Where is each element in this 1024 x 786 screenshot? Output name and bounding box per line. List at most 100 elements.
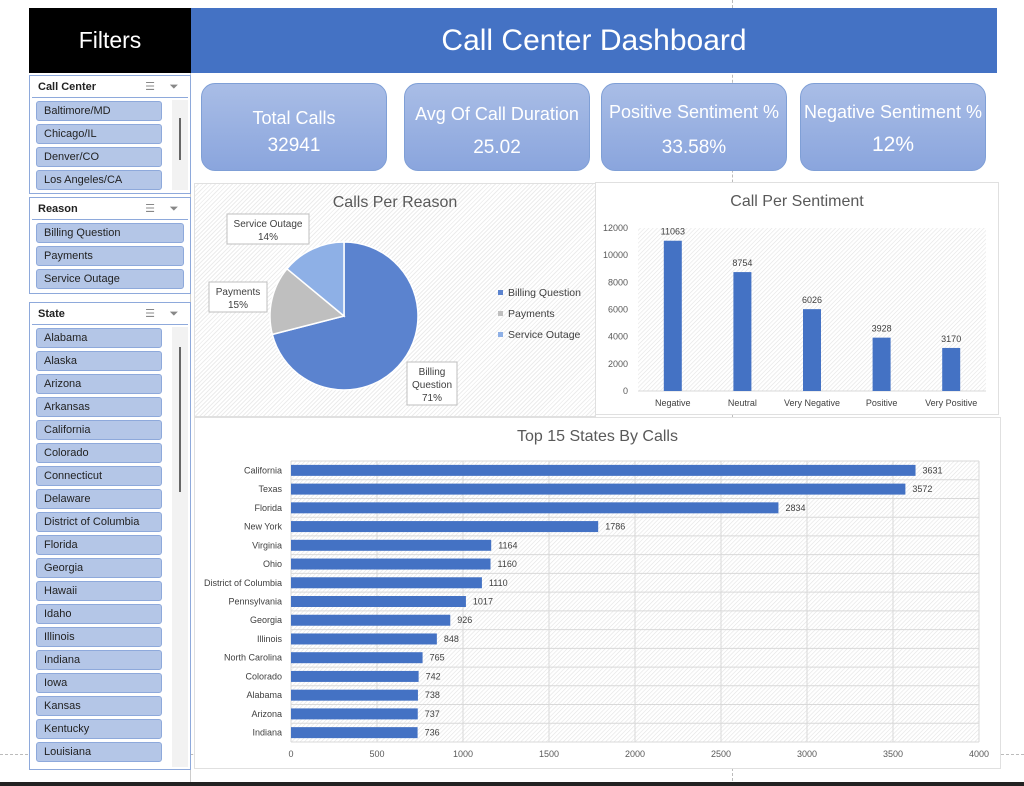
- bar: [291, 633, 437, 645]
- slicer-item[interactable]: Billing Question: [36, 223, 184, 243]
- x-tick-label: 4000: [969, 749, 989, 759]
- data-label: 3631: [923, 465, 943, 475]
- slicer-item[interactable]: Chicago/IL: [36, 124, 162, 144]
- slicer-item[interactable]: Hawaii: [36, 581, 162, 601]
- y-tick-label: Illinois: [257, 634, 283, 644]
- sentiment-svg: 0 2000 4000 6000 8000 10000 12000 11063 Negative…: [603, 223, 986, 408]
- bar: [942, 347, 961, 391]
- y-tick-label: Indiana: [252, 728, 282, 738]
- x-tick-label: 500: [369, 749, 384, 759]
- slicer-item[interactable]: Louisiana: [36, 742, 162, 762]
- bar: [291, 521, 599, 533]
- bar: [291, 727, 418, 739]
- data-label-box: [208, 281, 268, 313]
- scrollbar-thumb[interactable]: [179, 118, 181, 160]
- y-tick-label: Virginia: [252, 540, 282, 550]
- clear-filter-icon[interactable]: ⏷: [169, 202, 179, 215]
- bar: [291, 502, 779, 514]
- slicer-item[interactable]: Idaho: [36, 604, 162, 624]
- y-tick-label: 2000: [608, 359, 628, 369]
- data-label: Billing: [419, 367, 446, 378]
- kpi-value: 33.58%: [661, 137, 727, 158]
- data-label: 1786: [605, 522, 625, 532]
- slicer-list: Billing Question Payments Service Outage: [30, 220, 190, 292]
- x-tick-label: 3000: [797, 749, 817, 759]
- scrollbar-thumb[interactable]: [179, 347, 181, 492]
- slicer-item[interactable]: Delaware: [36, 489, 162, 509]
- data-label: 1017: [473, 597, 493, 607]
- slicer-title: State: [38, 307, 65, 320]
- data-label: 6026: [802, 295, 822, 305]
- slicer-item[interactable]: Kansas: [36, 696, 162, 716]
- slicer-item[interactable]: Colorado: [36, 443, 162, 463]
- bar: [291, 670, 419, 682]
- data-label: 737: [425, 709, 440, 719]
- multi-select-icon[interactable]: ☰: [145, 307, 155, 320]
- y-tick-label: Texas: [258, 484, 282, 494]
- slicer-item[interactable]: Baltimore/MD: [36, 101, 162, 121]
- bar: [291, 652, 423, 664]
- clear-filter-icon[interactable]: ⏷: [169, 307, 179, 320]
- y-tick-label: 4000: [608, 332, 628, 342]
- y-tick-label: 8000: [608, 277, 628, 287]
- bar: [291, 596, 466, 607]
- pie-slice: [269, 267, 346, 336]
- bar: [291, 483, 906, 495]
- clear-filter-icon[interactable]: ⏷: [169, 80, 179, 93]
- scrollbar[interactable]: [172, 327, 188, 767]
- slicer-item[interactable]: Illinois: [36, 627, 162, 647]
- multi-select-icon[interactable]: ☰: [145, 202, 155, 215]
- data-label: 736: [425, 728, 440, 738]
- slicer-item[interactable]: Service Outage: [36, 269, 184, 289]
- top-states-chart: Top 15 States By Calls 0 500 1000 1500 2000 2…: [194, 417, 1001, 769]
- call-center-slicer: Call Center ☰ ⏷ Baltimore/MD Chicago/IL De…: [29, 75, 191, 194]
- data-label: Service Outage: [234, 219, 303, 230]
- kpi-label: Avg Of Call Duration: [415, 104, 579, 124]
- slicer-item[interactable]: Arkansas: [36, 397, 162, 417]
- slicer-item[interactable]: Denver/CO: [36, 147, 162, 167]
- scrollbar[interactable]: [172, 100, 188, 190]
- slicer-item[interactable]: Kentucky: [36, 719, 162, 739]
- data-label: 765: [430, 653, 445, 663]
- slicer-item[interactable]: California: [36, 420, 162, 440]
- chart-title: Call Per Sentiment: [730, 193, 864, 210]
- data-label: 14%: [258, 232, 278, 243]
- data-label: 71%: [422, 393, 442, 404]
- state-slicer: State ☰ ⏷ Alabama Alaska Arizona Arkansas Ca…: [29, 302, 191, 770]
- data-label-box: [406, 361, 458, 406]
- slicer-item[interactable]: District of Columbia: [36, 512, 162, 532]
- pie-svg: Billing Question 71% Payments 15% Service Out…: [208, 213, 581, 406]
- slicer-list: Alabama Alaska Arizona Arkansas California Co…: [30, 325, 190, 767]
- slicer-title: Reason: [38, 202, 78, 215]
- kpi-positive-sentiment: Positive Sentiment % 33.58%: [601, 83, 787, 171]
- y-tick-label: North Carolina: [224, 653, 282, 663]
- slicer-item[interactable]: Iowa: [36, 673, 162, 693]
- slicer-item[interactable]: Georgia: [36, 558, 162, 578]
- slicer-item[interactable]: Arizona: [36, 374, 162, 394]
- pie-slice: [285, 241, 345, 318]
- multi-select-icon[interactable]: ☰: [145, 80, 155, 93]
- chart-title: Top 15 States By Calls: [517, 428, 678, 445]
- chart-title: Calls Per Reason: [332, 194, 458, 211]
- slicer-item[interactable]: Los Angeles/CA: [36, 170, 162, 190]
- slicer-item[interactable]: Indiana: [36, 650, 162, 670]
- slicer-item[interactable]: Alabama: [36, 328, 162, 348]
- kpi-avg-call-duration: Avg Of Call Duration 25.02: [404, 83, 590, 171]
- bar: [291, 708, 418, 720]
- bar: [733, 272, 752, 391]
- legend-label: Billing Question: [508, 287, 581, 299]
- slicer-item[interactable]: Alaska: [36, 351, 162, 371]
- kpi-label: Negative Sentiment %: [803, 102, 983, 122]
- y-tick-label: 12000: [603, 223, 628, 233]
- legend-swatch: [498, 332, 503, 337]
- legend-label: Payments: [508, 308, 555, 320]
- data-label: 8754: [732, 258, 752, 268]
- slicer-item[interactable]: Payments: [36, 246, 184, 266]
- slicer-title: Call Center: [38, 80, 97, 93]
- slicer-header: Call Center ☰ ⏷: [32, 76, 188, 98]
- data-label: 742: [426, 671, 441, 681]
- x-tick-label: Positive: [866, 398, 898, 408]
- slicer-item[interactable]: Florida: [36, 535, 162, 555]
- slicer-item[interactable]: Connecticut: [36, 466, 162, 486]
- data-label: 1160: [498, 559, 517, 569]
